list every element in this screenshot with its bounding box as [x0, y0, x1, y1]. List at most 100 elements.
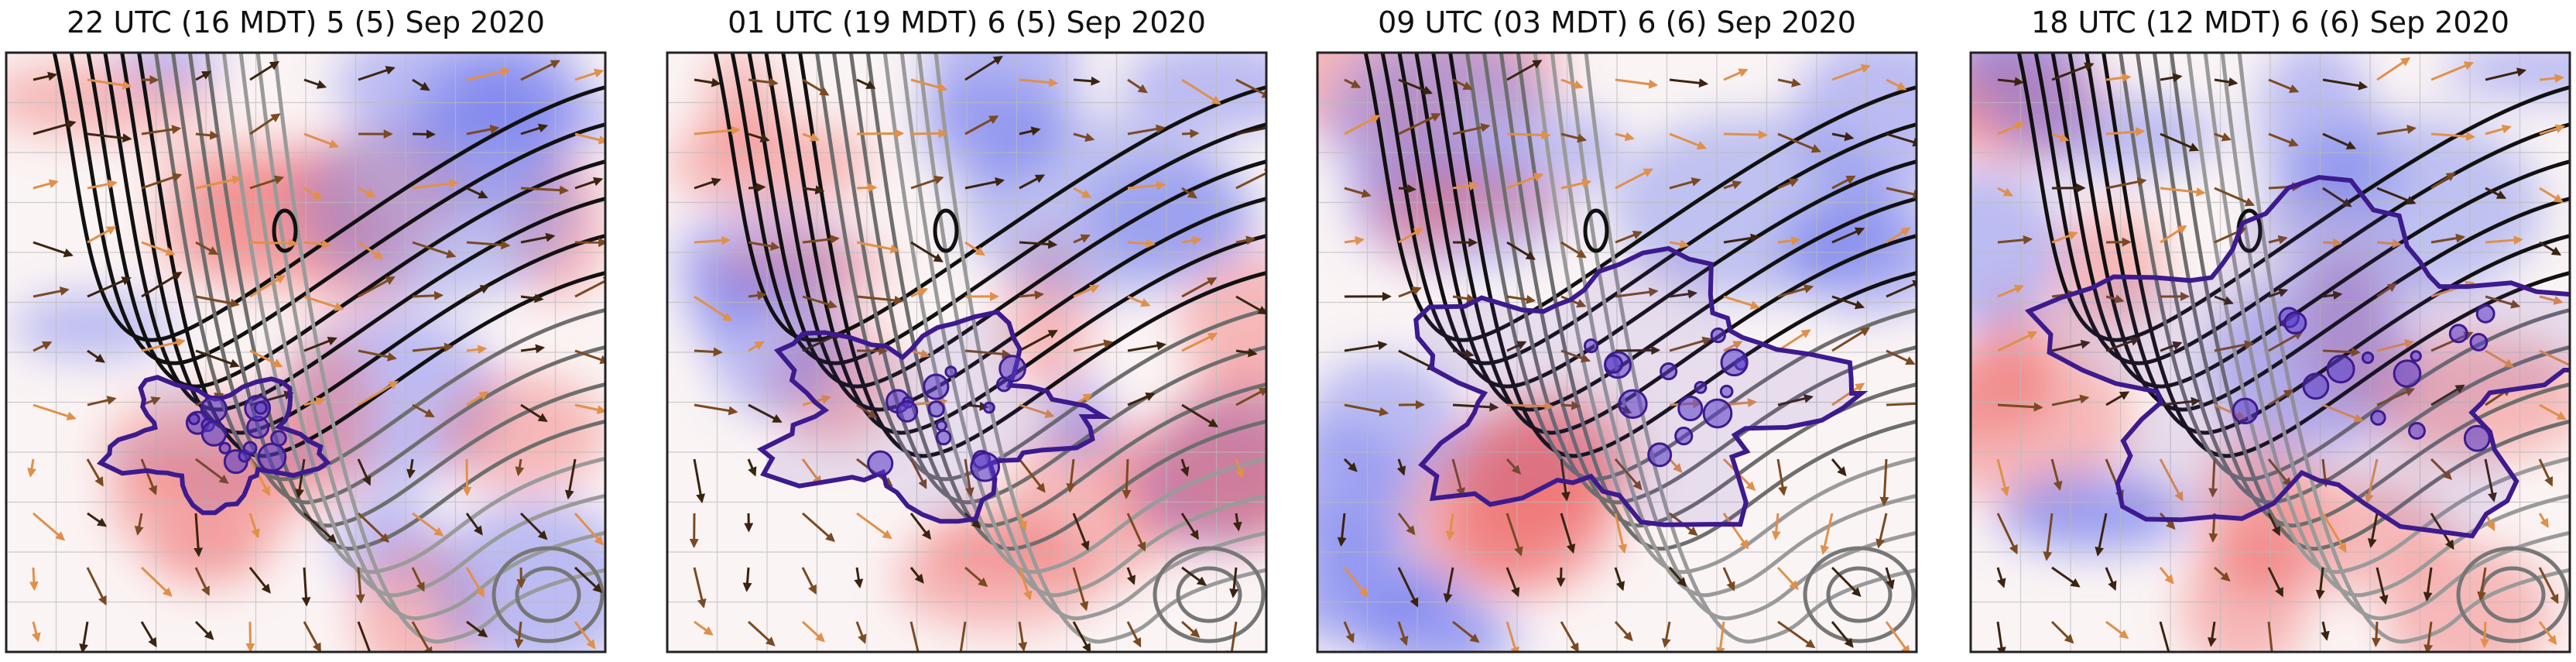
wind-vector [856, 183, 878, 193]
wind-vector [2051, 132, 2070, 142]
wind-vector [1722, 513, 1749, 550]
precip-outline [756, 309, 1112, 524]
wind-vector [1831, 621, 1854, 648]
wind-vector [2105, 620, 2129, 640]
wind-vector [1018, 513, 1027, 531]
wind-vector [2322, 403, 2364, 423]
wind-vector [2267, 513, 2280, 537]
wind-vector [245, 621, 255, 652]
wind-vector [2539, 241, 2562, 256]
wind-vector [1997, 77, 2024, 87]
wind-vector [1886, 132, 1917, 147]
wind-vector [1777, 393, 1814, 406]
panel-title: 22 UTC (16 MDT) 5 (5) Sep 2020 [67, 5, 545, 39]
wind-vector [964, 458, 975, 498]
wind-vector [2376, 339, 2415, 352]
wind-vector [856, 512, 892, 540]
height-contour [2118, 53, 2570, 482]
wind-vector [1831, 175, 1856, 190]
wind-vector [357, 512, 390, 544]
wind-vector [412, 290, 444, 300]
wind-vector [1451, 458, 1465, 498]
wind-vector [295, 458, 306, 499]
wind-vector [1615, 287, 1659, 298]
wind-vector [1019, 403, 1055, 418]
wind-vector [1452, 348, 1475, 358]
warm-anomaly [148, 520, 267, 588]
wind-vector [2043, 513, 2054, 561]
wind-vector [1723, 233, 1760, 244]
precip-cell [927, 400, 945, 418]
wind-vector [2430, 132, 2475, 142]
wind-vector [1344, 115, 1381, 135]
precip-cell [2469, 333, 2489, 352]
wind-vector [1397, 513, 1416, 536]
wind-vector [2367, 513, 2379, 548]
wind-vector [412, 512, 444, 537]
wind-vector [520, 60, 560, 81]
wind-vector [693, 458, 706, 504]
wind-vector [909, 513, 932, 540]
wind-vector [412, 78, 430, 91]
wind-vector [2321, 621, 2330, 641]
wind-vector [574, 177, 604, 190]
wind-vector [520, 123, 549, 135]
wind-vector [1723, 341, 1743, 352]
wind-vector [1126, 621, 1142, 648]
wind-vector [2160, 341, 2183, 352]
wind-vector [1615, 132, 1635, 142]
wind-vector [964, 56, 1003, 81]
wind-vector [303, 621, 321, 652]
wind-vector [1018, 621, 1028, 652]
wind-vector [2485, 295, 2521, 309]
precip-cell [1720, 348, 1749, 377]
wind-vector [87, 179, 118, 190]
wind-vector [574, 403, 605, 415]
wind-vector [520, 344, 546, 354]
wind-vector [2267, 458, 2292, 488]
wind-vector [249, 175, 285, 190]
precip-cell [935, 429, 952, 446]
wind-vector [79, 621, 89, 652]
wind-vector [1127, 180, 1166, 190]
wind-vector [2322, 238, 2343, 248]
map-panel [667, 53, 1266, 652]
wind-vector [303, 239, 331, 249]
wind-vector [2214, 77, 2239, 87]
wind-vector [1777, 284, 1814, 298]
wind-vector [964, 349, 1012, 359]
wind-vector [520, 293, 544, 304]
wind-vector [2051, 394, 2090, 406]
wind-vector [748, 403, 783, 424]
wind-vector [747, 620, 776, 647]
wind-vector [909, 621, 920, 652]
grid [667, 53, 1266, 652]
wind-vector [2423, 567, 2433, 602]
warm-anomaly [1391, 170, 1566, 230]
wind-vector [1777, 132, 1821, 153]
wind-vector [2322, 347, 2361, 357]
wind-vector [2538, 567, 2559, 605]
wind-vector [1886, 349, 1916, 365]
wind-vector [303, 295, 344, 311]
wind-vector [1777, 235, 1801, 245]
wind-vector [1723, 68, 1749, 81]
wind-vector [1019, 174, 1046, 190]
wind-vector [1019, 290, 1044, 300]
wind-vector [1560, 621, 1579, 652]
precip-cell [270, 430, 287, 447]
wind-vector [1668, 567, 1687, 588]
wind-vector [2214, 340, 2255, 352]
wind-vector [87, 276, 132, 298]
wind-vector [856, 78, 876, 89]
wind-vector [1127, 124, 1166, 135]
cool-anomaly [2265, 115, 2543, 300]
wind-vector [574, 132, 605, 145]
precip-cell [923, 373, 950, 400]
warm-anomaly [2052, 208, 2166, 332]
wind-vector [855, 621, 867, 644]
wind-vector [1126, 513, 1146, 552]
wind-vector [194, 567, 210, 596]
wind-vector [856, 129, 905, 139]
wind-vector [2322, 132, 2357, 149]
